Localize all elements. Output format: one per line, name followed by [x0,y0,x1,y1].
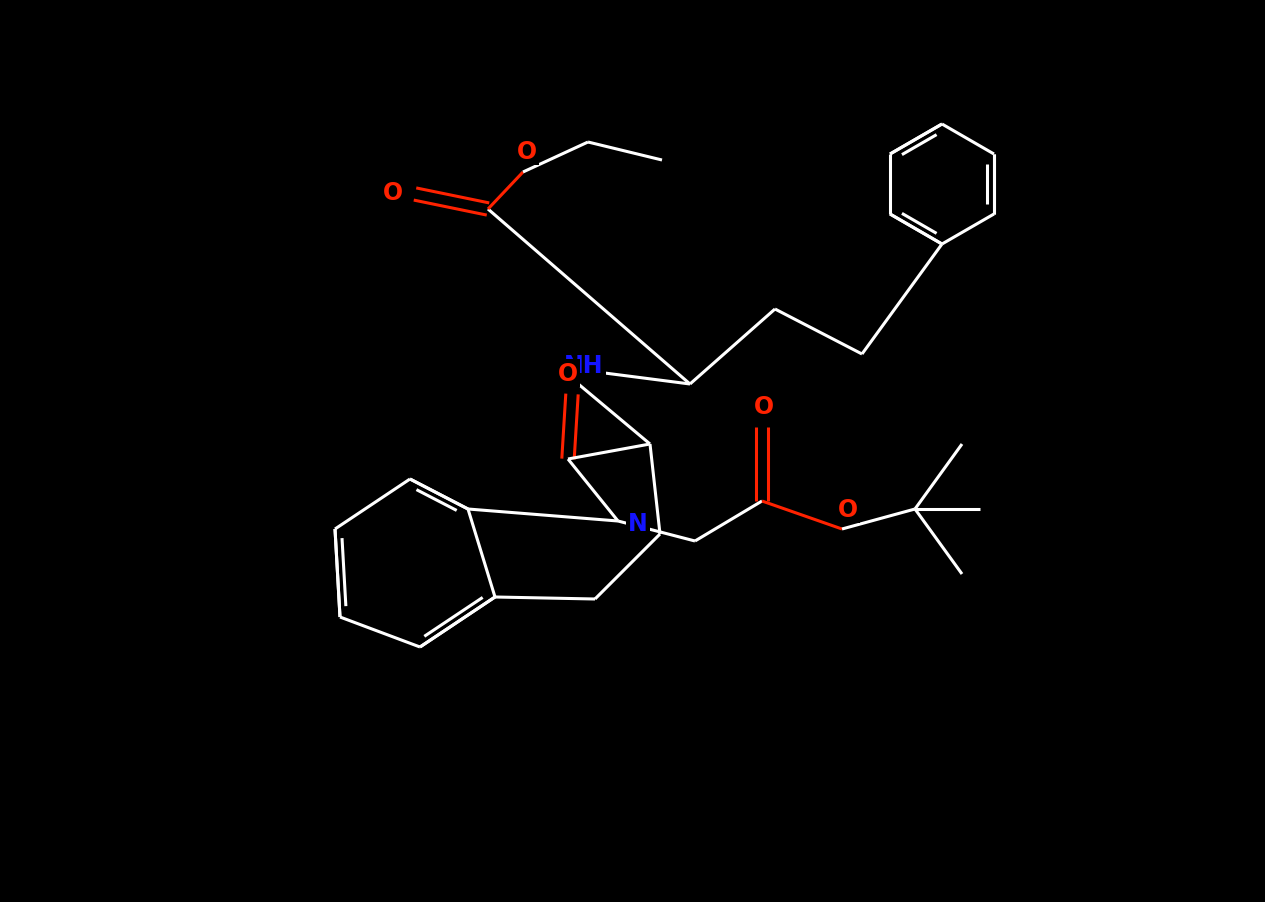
Text: N: N [629,511,648,536]
Text: O: O [517,140,538,164]
Text: O: O [837,497,858,521]
Text: NH: NH [564,354,603,378]
Text: O: O [754,394,774,419]
Text: O: O [383,180,404,205]
Text: O: O [558,362,578,385]
